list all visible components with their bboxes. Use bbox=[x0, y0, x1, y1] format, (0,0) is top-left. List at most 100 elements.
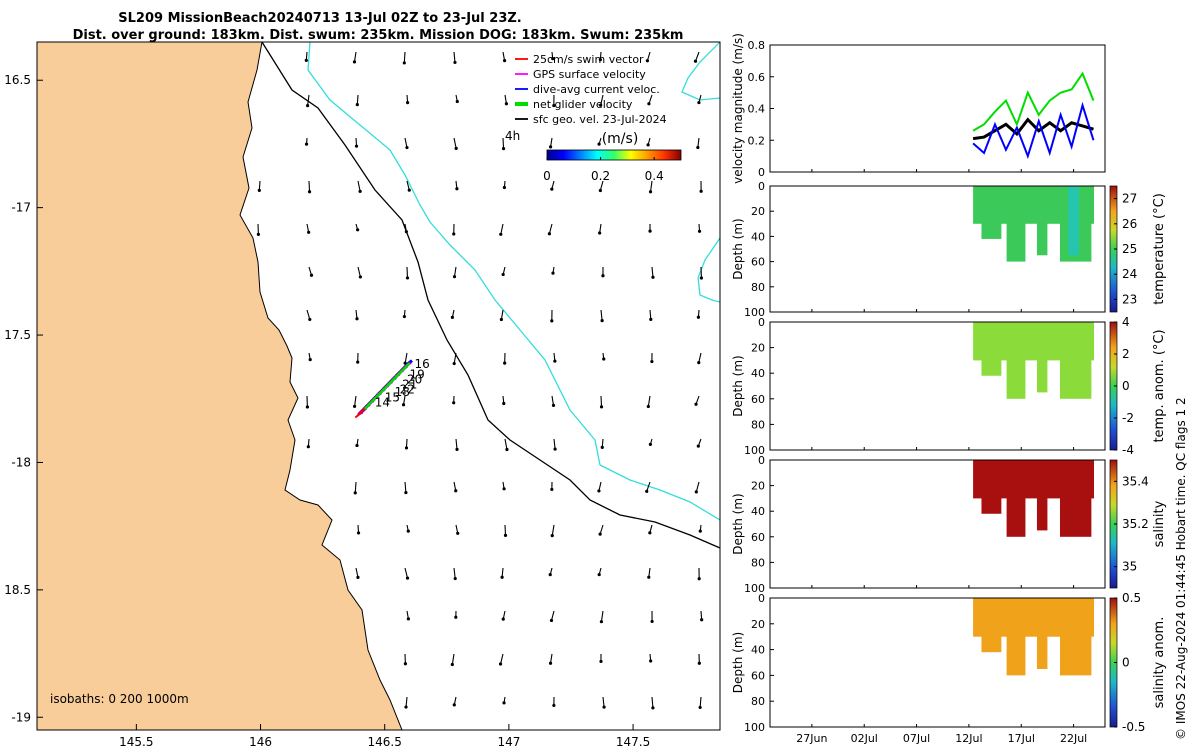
y-tick-label: 80 bbox=[751, 281, 765, 294]
vector-head bbox=[407, 617, 410, 620]
vector-head bbox=[357, 531, 360, 534]
vector-head bbox=[404, 705, 407, 708]
vector-head bbox=[647, 102, 650, 105]
section-profile bbox=[1037, 598, 1047, 669]
vector-head bbox=[502, 273, 505, 276]
vector-head bbox=[649, 190, 652, 193]
vector-head bbox=[353, 405, 356, 408]
colorbar-tick-label: 23 bbox=[1122, 292, 1137, 306]
vector-head bbox=[455, 448, 458, 451]
vector-head bbox=[551, 534, 554, 537]
vector-head bbox=[499, 662, 502, 665]
vector-head bbox=[649, 318, 652, 321]
y-tick-label: 60 bbox=[751, 393, 765, 406]
vector-head bbox=[597, 489, 600, 492]
y-tick-label: 0 bbox=[758, 180, 765, 193]
colorbar-label: temperature (°C) bbox=[1152, 193, 1167, 305]
vector-head bbox=[600, 405, 603, 408]
y-tick-label: 20 bbox=[751, 342, 765, 355]
vector-head bbox=[501, 576, 504, 579]
lon-tick-label: 147 bbox=[497, 735, 520, 749]
section-profile bbox=[1037, 460, 1047, 530]
vector-head bbox=[308, 318, 311, 321]
vector-head bbox=[405, 230, 408, 233]
vector-head bbox=[406, 101, 409, 104]
panel-ylabel: Depth (m) bbox=[731, 218, 745, 279]
vector-head bbox=[403, 315, 406, 318]
y-tick-label: 80 bbox=[751, 418, 765, 431]
vector-head bbox=[502, 487, 505, 490]
section-profile bbox=[1007, 322, 1026, 399]
vector-head bbox=[599, 189, 602, 192]
time-tick-label: 27Jun bbox=[796, 732, 827, 745]
lat-tick-label: 16.5 bbox=[4, 73, 31, 87]
vector-head bbox=[355, 145, 358, 148]
colorbar-tick-label: 0.4 bbox=[645, 169, 664, 183]
vector-head bbox=[552, 404, 555, 407]
panel-ylabel: Depth (m) bbox=[731, 355, 745, 416]
time-tick-label: 22Jul bbox=[1060, 732, 1087, 745]
y-tick-label: 40 bbox=[751, 367, 765, 380]
vector-head bbox=[356, 361, 359, 364]
vector-head bbox=[550, 619, 553, 622]
colorbar-tick-label: 0 bbox=[1122, 379, 1130, 393]
vector-head bbox=[455, 187, 458, 190]
vector-head bbox=[404, 662, 407, 665]
lon-tick-label: 146 bbox=[249, 735, 272, 749]
panel-ylabel: Depth (m) bbox=[731, 493, 745, 554]
y-tick-label: 0.2 bbox=[748, 134, 766, 147]
vector-head bbox=[552, 704, 555, 707]
map-colorbar bbox=[547, 150, 681, 160]
vector-head bbox=[308, 190, 311, 193]
lon-tick-label: 146.5 bbox=[368, 735, 402, 749]
time-label: 4h bbox=[505, 129, 520, 143]
time-tick-label: 12Jul bbox=[955, 732, 982, 745]
velocity-vector bbox=[355, 482, 356, 493]
vector-head bbox=[601, 319, 604, 322]
vector-head bbox=[404, 491, 407, 494]
vector-head bbox=[309, 358, 312, 361]
vector-head bbox=[354, 491, 357, 494]
vector-head bbox=[700, 190, 703, 193]
y-tick-label: 80 bbox=[751, 556, 765, 569]
colorbar-label: salinity anom. bbox=[1152, 617, 1167, 709]
colorbar-unit: (m/s) bbox=[602, 131, 639, 147]
section-profile bbox=[1007, 598, 1026, 675]
vector-head bbox=[453, 703, 456, 706]
colorbar-label: temp. anom. (°C) bbox=[1152, 329, 1167, 442]
vector-head bbox=[549, 662, 552, 665]
vector-head bbox=[648, 230, 651, 233]
vector-head bbox=[599, 533, 602, 536]
vector-head bbox=[698, 662, 701, 665]
vector-head bbox=[305, 143, 308, 146]
vector-head bbox=[602, 705, 605, 708]
vector-head bbox=[453, 61, 456, 64]
vector-head bbox=[452, 401, 455, 404]
section-profile bbox=[1007, 460, 1026, 537]
vector-head bbox=[307, 445, 310, 448]
velocity-vector bbox=[404, 52, 405, 63]
section-cool-patch bbox=[1068, 186, 1078, 255]
vector-head bbox=[356, 228, 359, 231]
vector-head bbox=[500, 318, 503, 321]
y-tick-label: 0.8 bbox=[748, 39, 766, 52]
vector-head bbox=[408, 189, 411, 192]
y-tick-label: 100 bbox=[744, 721, 765, 734]
colorbar-tick-label: 0.2 bbox=[591, 169, 610, 183]
vector-head bbox=[455, 147, 458, 150]
legend-label: dive-avg current veloc. bbox=[533, 83, 660, 96]
vector-head bbox=[697, 361, 700, 364]
colorbar-tick-label: 27 bbox=[1122, 192, 1137, 206]
legend-label: GPS surface velocity bbox=[533, 68, 646, 81]
lon-tick-label: 145.5 bbox=[119, 735, 153, 749]
y-tick-label: 60 bbox=[751, 256, 765, 269]
colorbar-tick-label: -0.5 bbox=[1122, 720, 1145, 734]
series-line bbox=[973, 105, 1093, 156]
section-profile bbox=[981, 186, 1001, 239]
vector-head bbox=[696, 146, 699, 149]
vector-head bbox=[359, 275, 362, 278]
vector-head bbox=[650, 620, 653, 623]
